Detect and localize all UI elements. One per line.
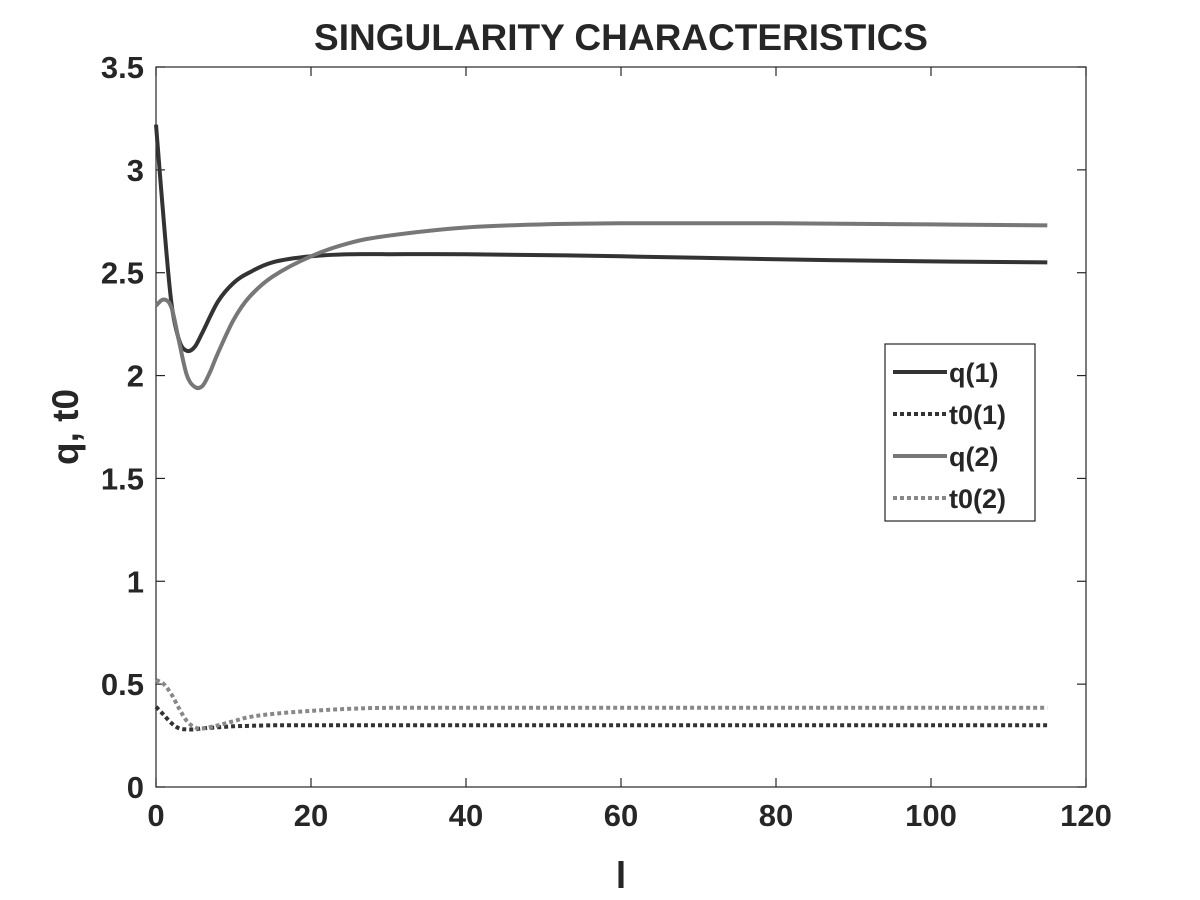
legend-label: q(2) (949, 442, 999, 472)
legend: q(1) t0(1) q(2) t0(2) (884, 343, 1036, 522)
x-tick-label: 60 (604, 798, 638, 833)
x-axis-label: l (616, 855, 626, 896)
y-tick-label: 0 (127, 770, 144, 805)
x-tick-label: 20 (294, 798, 328, 833)
legend-label: q(1) (949, 358, 999, 388)
series-line (155, 678, 1048, 731)
axis-ticks: 0 20 40 60 80 100 120 0 0.5 1 1.5 2 2.5 3 3.5 (101, 50, 1112, 833)
y-tick-label: 2 (127, 359, 144, 394)
y-tick-label: 3.5 (101, 50, 144, 85)
series-line (154, 705, 1048, 732)
y-tick-label: 0.5 (101, 667, 144, 702)
y-axis-label: q, t0 (45, 389, 86, 465)
x-tick-label: 120 (1060, 798, 1112, 833)
legend-label: t0(1) (949, 400, 1006, 430)
series-layer (154, 124, 1048, 732)
y-tick-label: 3 (127, 153, 144, 188)
x-tick-label: 80 (759, 798, 793, 833)
x-tick-label: 100 (905, 798, 957, 833)
x-tick-label: 40 (449, 798, 483, 833)
legend-label: t0(2) (949, 484, 1006, 514)
chart-title: SINGULARITY CHARACTERISTICS (314, 17, 928, 58)
y-tick-label: 1.5 (101, 461, 144, 496)
y-tick-label: 1 (127, 564, 144, 599)
series-line (154, 221, 1048, 390)
y-tick-label: 2.5 (101, 256, 144, 291)
x-tick-label: 0 (147, 798, 164, 833)
